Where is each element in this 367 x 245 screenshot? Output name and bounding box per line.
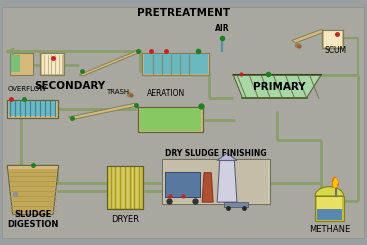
Text: PRIMARY: PRIMARY	[253, 82, 305, 92]
Polygon shape	[202, 173, 213, 202]
Polygon shape	[233, 75, 321, 98]
Bar	[10, 53, 33, 75]
Bar	[138, 107, 203, 132]
Bar	[224, 202, 248, 207]
Polygon shape	[332, 177, 338, 187]
Polygon shape	[68, 103, 138, 120]
Bar	[7, 100, 58, 118]
Bar	[162, 159, 270, 204]
Bar	[165, 172, 200, 197]
Text: SCUM: SCUM	[325, 47, 347, 55]
Bar	[317, 209, 342, 220]
Bar	[142, 53, 210, 75]
Bar	[42, 54, 62, 74]
Bar	[109, 167, 141, 208]
Polygon shape	[7, 165, 59, 214]
Bar	[7, 100, 58, 118]
Text: OVERFLOW: OVERFLOW	[8, 86, 47, 92]
Text: SLUDGE
DIGESTION: SLUDGE DIGESTION	[7, 209, 59, 229]
Bar	[40, 53, 64, 75]
Text: AERATION: AERATION	[147, 89, 185, 98]
Bar	[315, 196, 344, 221]
Text: DRY SLUDGE FINISHING: DRY SLUDGE FINISHING	[165, 149, 267, 158]
Text: PRETREATMENT: PRETREATMENT	[137, 9, 230, 18]
Text: METHANE: METHANE	[309, 225, 350, 234]
Polygon shape	[9, 169, 57, 213]
Polygon shape	[315, 187, 344, 196]
Polygon shape	[333, 178, 337, 187]
Text: DRYER: DRYER	[111, 215, 139, 224]
Bar	[140, 108, 201, 131]
Bar	[40, 53, 64, 75]
Text: TRASH: TRASH	[106, 89, 130, 95]
Bar	[322, 30, 343, 48]
Bar	[143, 54, 208, 74]
Bar	[164, 160, 268, 203]
Bar	[322, 30, 343, 48]
Text: SECONDARY: SECONDARY	[35, 81, 106, 91]
Bar	[9, 101, 57, 116]
Polygon shape	[292, 29, 325, 43]
Bar	[107, 166, 143, 209]
Bar	[317, 197, 342, 209]
Bar	[22, 55, 32, 72]
Bar	[138, 107, 203, 132]
Polygon shape	[217, 153, 237, 160]
Polygon shape	[79, 50, 142, 76]
Bar	[142, 53, 210, 75]
Text: AIR: AIR	[215, 24, 230, 33]
Bar	[324, 31, 342, 47]
Bar	[107, 166, 143, 209]
Polygon shape	[217, 160, 237, 202]
Bar	[11, 55, 20, 72]
